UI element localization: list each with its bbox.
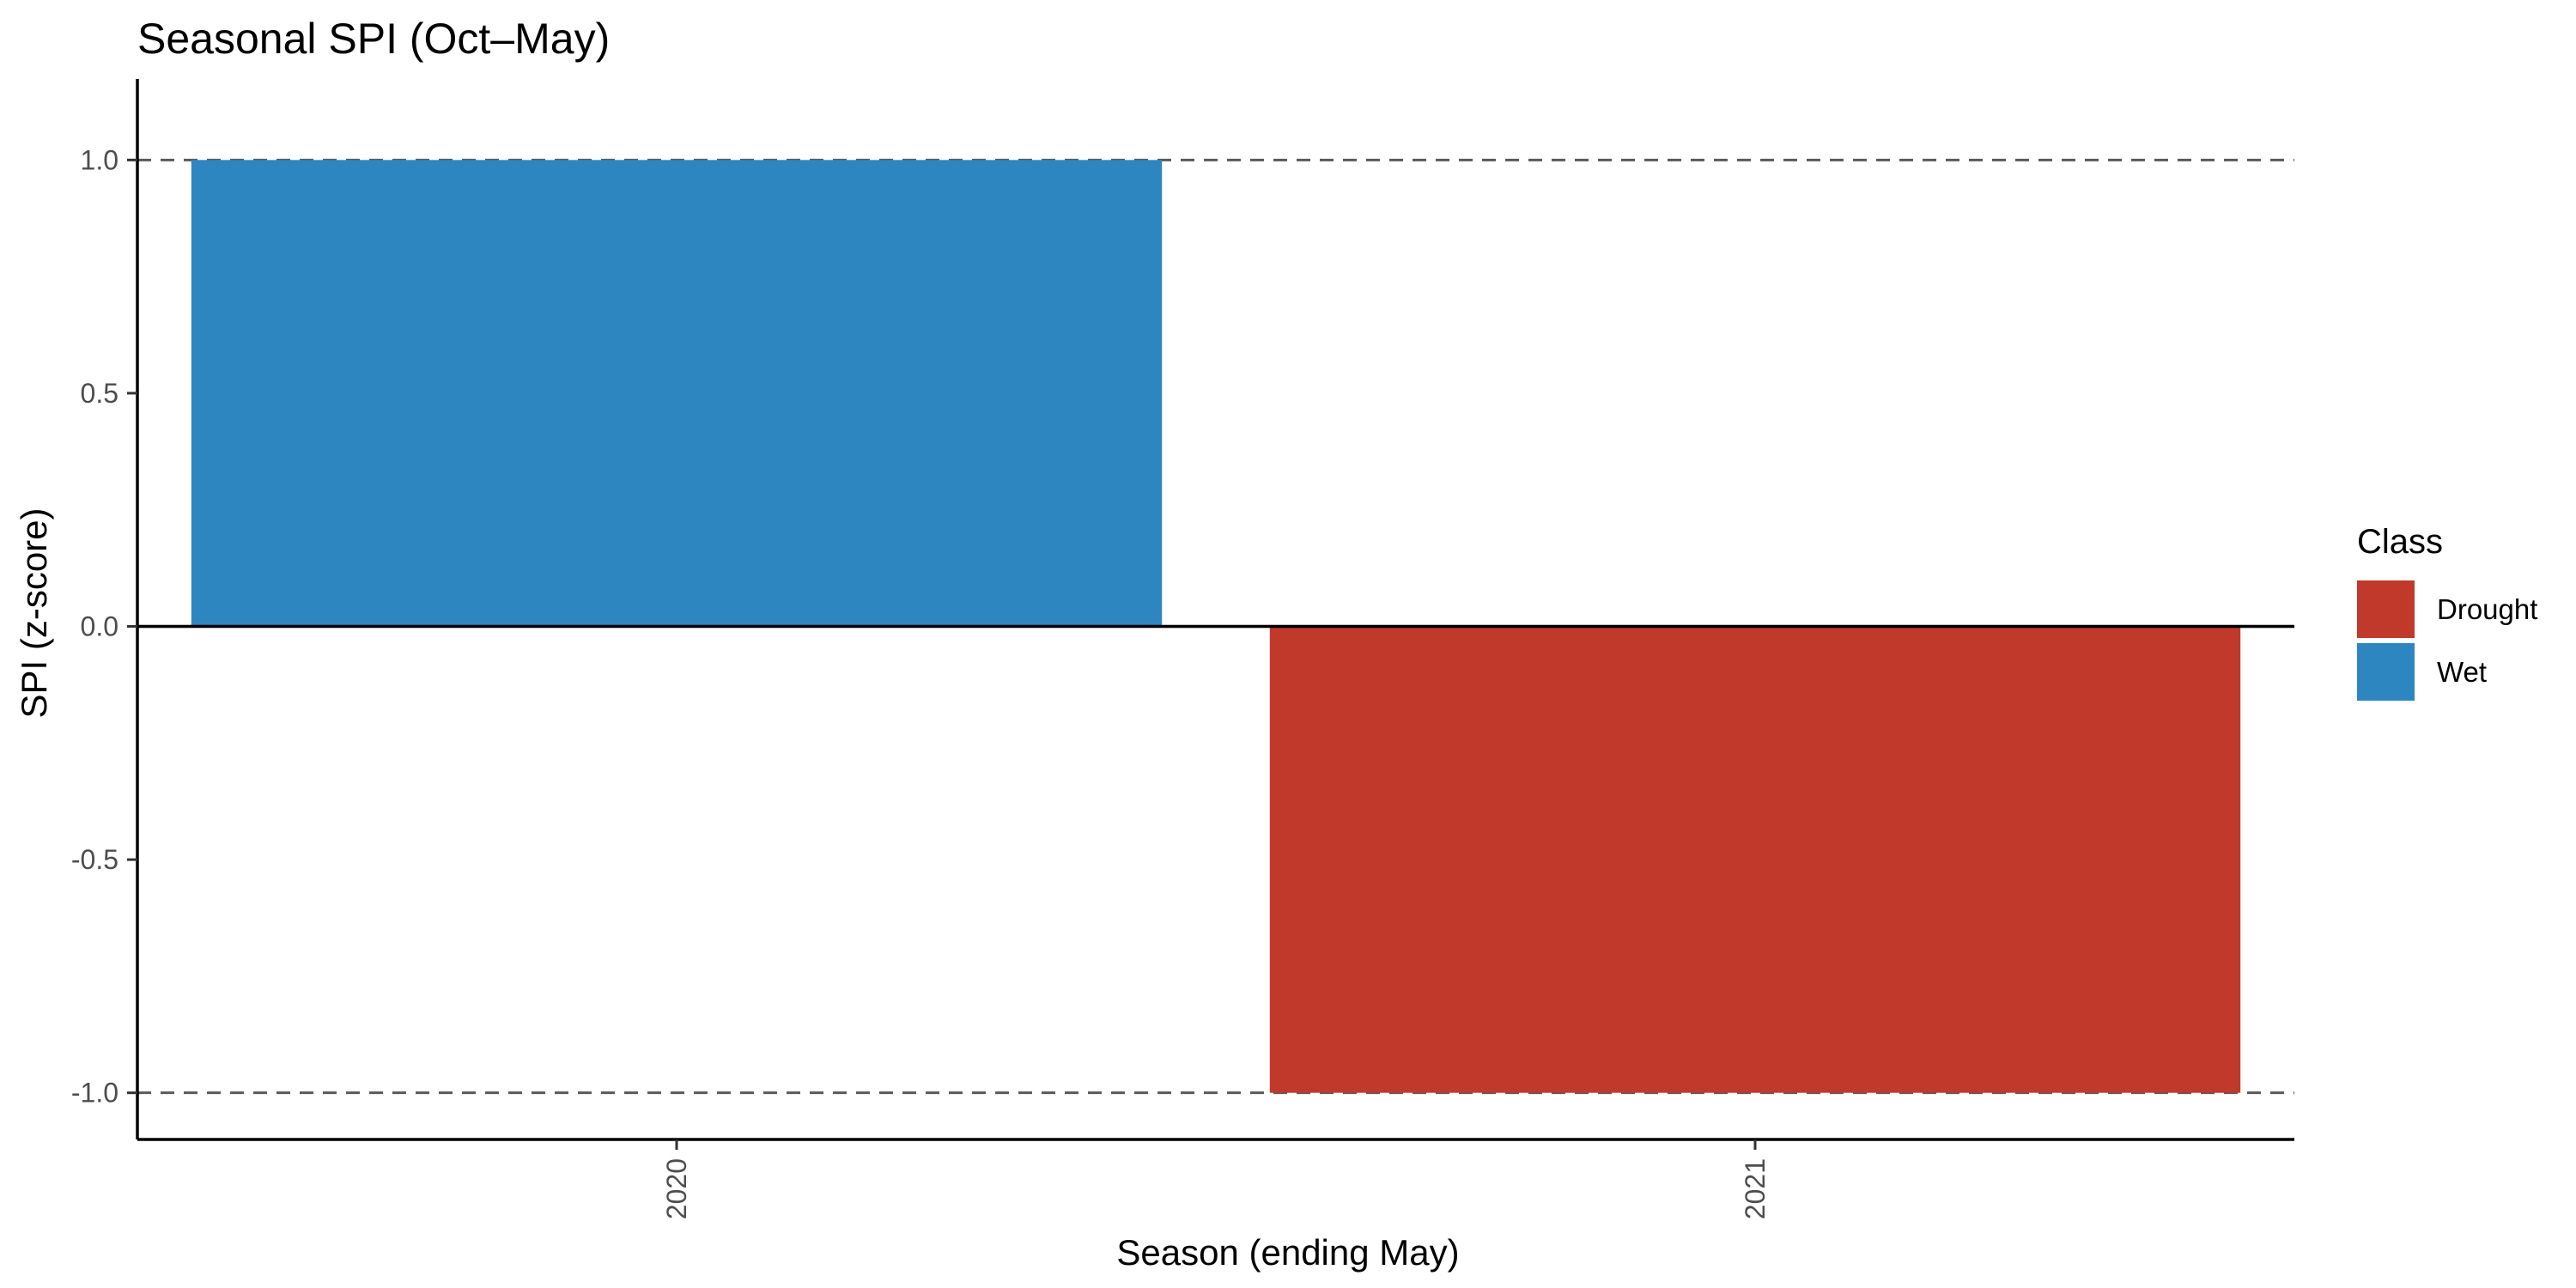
legend-title: Class	[2357, 523, 2443, 561]
chart-title: Seasonal SPI (Oct–May)	[137, 15, 610, 63]
y-axis-title: SPI (z-score)	[14, 507, 54, 718]
y-tick-label: -0.5	[71, 844, 118, 875]
y-tick-label: 0.0	[81, 611, 118, 642]
legend-label-drought: Drought	[2437, 593, 2537, 625]
legend-key-wet	[2357, 643, 2415, 701]
x-tick-label: 2020	[661, 1158, 692, 1219]
x-ticks: 2020 2021	[661, 1139, 1771, 1219]
y-tick-label: 1.0	[81, 144, 118, 175]
legend-label-wet: Wet	[2437, 656, 2487, 688]
y-ticks: 1.0 0.5 0.0 -0.5 -1.0	[71, 144, 137, 1109]
x-tick-label: 2021	[1740, 1158, 1771, 1219]
legend-items: Drought Wet	[2357, 580, 2537, 701]
y-tick-label: -1.0	[71, 1078, 118, 1109]
y-tick-label: 0.5	[81, 378, 118, 409]
x-axis-title: Season (ending May)	[1116, 1232, 1459, 1273]
legend: Class Drought Wet	[2357, 523, 2537, 701]
bars	[191, 160, 2241, 1093]
bar-2020	[191, 160, 1163, 627]
legend-key-drought	[2357, 580, 2415, 638]
axes	[136, 79, 2294, 1141]
bar-2021	[1269, 626, 2241, 1093]
